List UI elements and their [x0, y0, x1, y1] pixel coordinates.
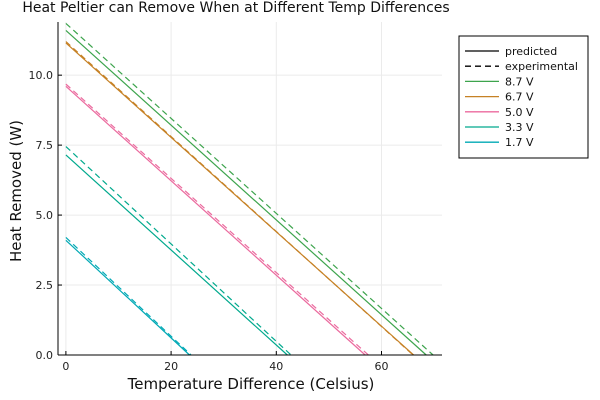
series-lines [65, 22, 434, 356]
legend-label-4: 5.0 V [505, 106, 534, 119]
series-1-7-V-predicted-line [65, 239, 190, 356]
legend-label-6: 1.7 V [505, 136, 534, 149]
legend: predicted experimental 8.7 V 6.7 V 5.0 V 3.3 … [458, 35, 589, 159]
ticks: 0 20 40 60 0.0 2.5 5.0 7.5 10.0 [29, 69, 389, 373]
series-8-7-V-experimental-line [65, 22, 434, 356]
chart-title: Heat Peltier can Remove When at Differen… [22, 0, 449, 16]
x-tick-label-1: 20 [164, 360, 178, 373]
y-tick-label-1: 2.5 [36, 279, 54, 292]
y-tick-label-4: 10.0 [29, 69, 54, 82]
legend-label-0: predicted [505, 45, 557, 58]
legend-label-5: 3.3 V [505, 121, 534, 134]
x-tick-label-0: 0 [62, 360, 69, 373]
grid [58, 22, 442, 356]
y-axis-title: Heat Removed (W) [7, 120, 25, 262]
axes [57, 22, 442, 356]
x-tick-label-2: 40 [269, 360, 283, 373]
series-1-7-V-experimental-line [65, 237, 192, 356]
series-8-7-V-predicted-line [65, 29, 427, 356]
series-3-3-V-experimental-line [65, 146, 292, 356]
series-5-0-V-predicted-line [65, 85, 366, 356]
legend-label-2: 8.7 V [505, 75, 534, 88]
y-tick-label-2: 5.0 [36, 209, 54, 222]
y-tick-label-0: 0.0 [36, 349, 54, 362]
series-5-0-V-experimental-line [65, 83, 369, 356]
series-3-3-V-predicted-line [65, 154, 288, 356]
x-axis-title: Temperature Difference (Celsius) [127, 375, 375, 393]
y-tick-label-3: 7.5 [36, 139, 54, 152]
legend-label-1: experimental [505, 60, 578, 73]
x-tick-label-3: 60 [375, 360, 389, 373]
series-6-7-V-experimental-line [65, 41, 414, 356]
legend-label-3: 6.7 V [505, 91, 534, 104]
